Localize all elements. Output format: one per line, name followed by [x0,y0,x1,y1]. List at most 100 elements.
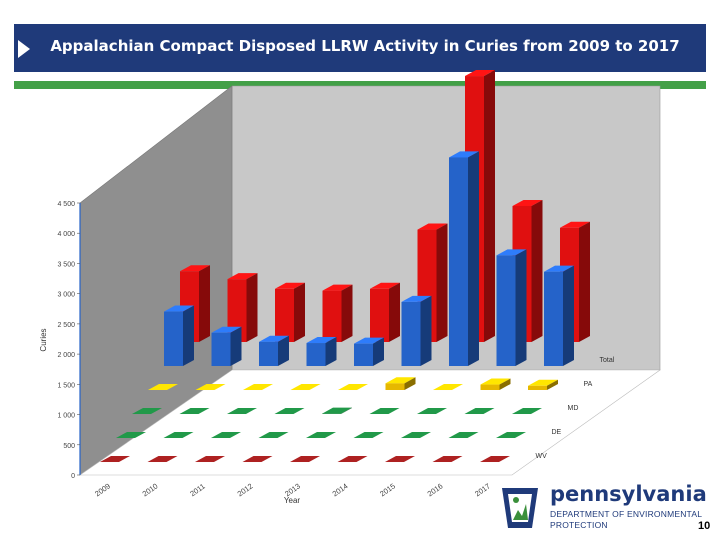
bar-side [199,265,210,342]
bar-total-2010 [211,326,242,366]
bar-top [370,282,400,289]
bar-front [370,288,389,342]
y-tick-label: 1 000 [57,413,75,420]
bar-md-2014 [369,407,400,415]
bar-pa-2013 [338,383,368,391]
bar-top [195,383,226,390]
bar-wv-2011 [195,455,225,463]
bar-side [278,335,289,366]
series-label-md: MD [568,405,579,412]
bar-side [484,69,495,342]
page-number: 10 [698,520,711,532]
bar-side [294,282,305,342]
bar-top [496,249,527,256]
bar-top [385,455,415,462]
bar-wv-2017 [480,455,510,463]
bar-wv-2009 [100,455,130,463]
bar-total-2015 [449,151,479,366]
bar-top [401,295,432,302]
bar-de-2010 [163,431,194,439]
x-tick-label: 2016 [426,481,445,498]
chart-floor [79,369,661,476]
y-axis-label: Curies [39,328,48,351]
x-tick-label: 2017 [473,481,492,498]
bar-total-alt-2013 [370,282,400,342]
bar-top [322,407,352,414]
bar-side [420,295,432,366]
bar-top [465,69,495,77]
bar-pa-2015 [433,383,463,391]
x-tick-label: 2015 [378,481,397,498]
bar-top [322,284,353,291]
bar-side [341,284,353,342]
bar-top [433,383,463,390]
bar-front [322,290,342,342]
bar-top [211,326,242,333]
bar-pa-2017 [528,379,558,390]
bar-top [353,431,384,438]
bar-front [544,271,563,366]
bar-top [243,383,273,390]
y-tick-label: 4 500 [57,201,75,208]
series-label-total: Total [600,357,615,364]
title-bar [14,24,706,72]
page-title: Appalachian Compact Disposed LLRW Activi… [50,37,680,55]
bar-total-2012 [306,336,337,366]
bar-md-2009 [132,407,162,415]
bar-pa-2014 [385,377,416,390]
bar-top [195,455,225,462]
bar-top [354,337,384,344]
y-tick-label: 1 500 [57,382,75,389]
bar-total-2016 [496,249,527,366]
logo-department: DEPARTMENT OF ENVIRONMENTAL PROTECTION [550,509,702,531]
series-label-de: DE [552,429,562,436]
bar-md-2010 [179,407,210,415]
bar-de-2017 [496,431,526,439]
bar-total-alt-2012 [322,284,353,342]
keystone-logo-icon [502,488,538,528]
bar-top [227,407,257,414]
bar-top [242,455,273,462]
bar-top [338,383,368,390]
y-tick-label: 3 000 [57,292,75,299]
x-tick-label: 2009 [93,481,112,498]
bar-pa-2016 [480,378,511,390]
bar-front [259,341,278,366]
bar-top [560,221,590,228]
bar-top [290,383,321,390]
bar-wv-2013 [290,455,320,463]
x-tick-label: 2014 [331,481,350,498]
bar-top [480,378,511,385]
bar-front [449,157,468,366]
bar-md-2017 [512,407,542,415]
y-tick-label: 0 [71,473,75,480]
bar-front [354,343,373,366]
bar-side [436,223,448,342]
y-tick-label: 2 000 [57,352,75,359]
bar-side [246,273,258,342]
logo-name: pennsylvania [550,482,707,506]
bar-de-2013 [306,431,336,439]
bar-pa-2009 [148,383,178,391]
bar-side [468,151,479,366]
bar-top [528,379,558,386]
bar-front [275,288,294,342]
bar-side [230,326,242,366]
bar-wv-2014 [337,455,368,463]
bar-top [259,335,289,342]
bar-total-2017 [544,265,574,366]
bar-front [306,343,326,366]
bar-side [373,337,384,366]
bar-top [464,407,495,414]
x-axis-label: Year [284,496,301,505]
bar-de-2011 [211,431,241,439]
bar-top [417,223,448,230]
bar-top [274,407,305,414]
bar-top [496,431,526,438]
bar-top [417,407,447,414]
bar-top [147,455,178,462]
bar-top [179,407,210,414]
bar-side [389,282,400,342]
x-tick-label: 2012 [236,481,255,498]
bar-top [290,455,320,462]
